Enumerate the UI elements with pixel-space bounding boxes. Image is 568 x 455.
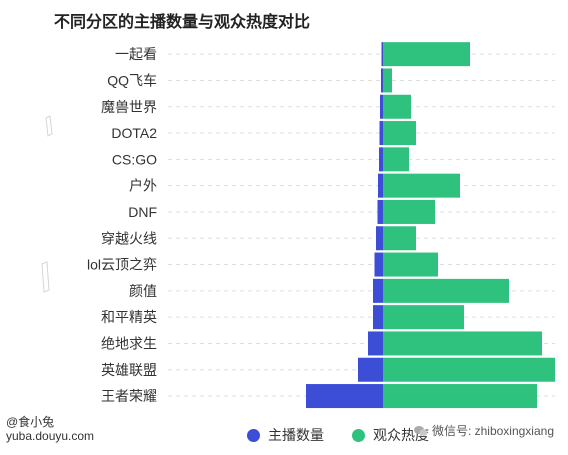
bar-heat-10[interactable] bbox=[383, 305, 464, 330]
bar-heat-13[interactable] bbox=[383, 384, 537, 409]
category-label: 英雄联盟 bbox=[101, 362, 157, 378]
bar-anchors-5[interactable] bbox=[378, 173, 383, 198]
watermark-glyph bbox=[41, 261, 50, 293]
bar-anchors-6[interactable] bbox=[377, 199, 384, 224]
bar-heat-12[interactable] bbox=[383, 357, 555, 382]
category-label: lol云顶之弈 bbox=[87, 257, 157, 273]
bar-anchors-4[interactable] bbox=[379, 147, 383, 172]
category-label: 绝地求生 bbox=[101, 335, 157, 351]
watermark-site: yuba.douyu.com bbox=[6, 429, 95, 443]
bar-heat-5[interactable] bbox=[383, 173, 460, 198]
watermark-wechat: 微信号: zhiboxingxiang bbox=[413, 422, 554, 439]
legend-dot-heat bbox=[352, 428, 365, 442]
bar-anchors-2[interactable] bbox=[380, 94, 383, 119]
bar-heat-1[interactable] bbox=[383, 68, 392, 93]
bar-anchors-3[interactable] bbox=[379, 121, 384, 146]
category-label: 户外 bbox=[129, 178, 157, 194]
bar-heat-11[interactable] bbox=[383, 331, 542, 356]
bar-heat-7[interactable] bbox=[383, 226, 416, 251]
background-watermarks bbox=[41, 115, 53, 293]
category-label: 穿越火线 bbox=[101, 230, 157, 246]
bars bbox=[306, 42, 555, 409]
category-label: QQ飞车 bbox=[107, 72, 157, 88]
wechat-icon bbox=[413, 425, 428, 436]
bar-heat-2[interactable] bbox=[383, 94, 411, 119]
legend-label-anchors: 主播数量 bbox=[268, 427, 324, 443]
bar-anchors-8[interactable] bbox=[374, 252, 384, 277]
category-label: CS:GO bbox=[112, 151, 157, 167]
category-label: 魔兽世界 bbox=[101, 99, 157, 115]
legend-dot-anchors bbox=[247, 428, 260, 442]
category-label: DNF bbox=[128, 204, 157, 220]
category-label: 一起看 bbox=[115, 46, 157, 62]
bar-heat-9[interactable] bbox=[383, 278, 509, 303]
bar-heat-3[interactable] bbox=[383, 121, 416, 146]
bar-heat-8[interactable] bbox=[383, 252, 438, 277]
bar-anchors-7[interactable] bbox=[376, 226, 383, 251]
bar-heat-4[interactable] bbox=[383, 147, 409, 172]
bar-anchors-0[interactable] bbox=[381, 42, 384, 67]
bar-anchors-1[interactable] bbox=[381, 68, 383, 93]
category-label: DOTA2 bbox=[111, 125, 157, 141]
bar-anchors-11[interactable] bbox=[368, 331, 383, 356]
bar-anchors-10[interactable] bbox=[373, 305, 383, 330]
category-label: 颜值 bbox=[129, 283, 157, 299]
bar-anchors-9[interactable] bbox=[373, 278, 383, 303]
watermark-glyph bbox=[45, 115, 53, 137]
bar-anchors-13[interactable] bbox=[306, 384, 383, 409]
bar-heat-0[interactable] bbox=[383, 42, 470, 67]
bar-anchors-12[interactable] bbox=[358, 357, 383, 382]
category-label: 王者荣耀 bbox=[101, 388, 157, 404]
chart-title: 不同分区的主播数量与观众热度对比 bbox=[54, 14, 311, 31]
watermark-author: @食小兔 bbox=[6, 415, 55, 429]
bar-heat-6[interactable] bbox=[383, 199, 435, 224]
category-label: 和平精英 bbox=[101, 309, 157, 325]
watermark-wechat-text: 微信号: zhiboxingxiang bbox=[431, 424, 554, 438]
legend-item-anchors[interactable]: 主播数量 bbox=[247, 425, 324, 445]
